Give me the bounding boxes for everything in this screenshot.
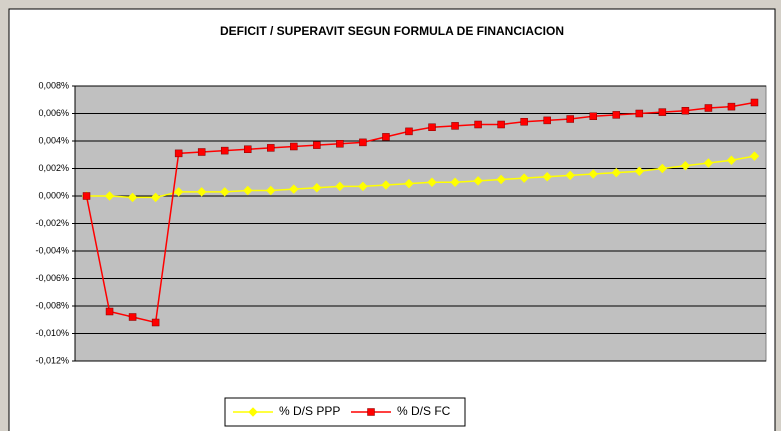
marker <box>358 181 368 192</box>
marker <box>220 187 230 197</box>
marker <box>750 98 759 107</box>
y-tick-label: -0,012% <box>35 355 69 365</box>
marker <box>427 177 437 187</box>
marker <box>105 307 114 316</box>
marker <box>588 169 598 179</box>
marker <box>726 155 737 165</box>
y-tick-label: -0,008% <box>35 300 69 310</box>
marker <box>428 123 436 131</box>
marker <box>174 149 183 158</box>
series-line <box>85 101 755 324</box>
marker <box>565 170 575 181</box>
chart-title: DEFICIT / SUPERAVIT SEGUN FORMULA DE FIN… <box>220 24 564 38</box>
marker <box>681 107 690 115</box>
marker <box>151 318 160 327</box>
marker <box>290 142 298 151</box>
marker <box>266 185 276 196</box>
y-tick-label: 0,002% <box>38 163 69 173</box>
y-tick-label: 0,004% <box>38 135 69 145</box>
marker <box>566 115 574 123</box>
marker <box>197 148 206 156</box>
marker <box>704 104 713 112</box>
marker <box>611 167 621 178</box>
marker <box>220 146 229 155</box>
marker <box>381 180 391 190</box>
y-tick-label: -0,010% <box>35 328 69 338</box>
marker <box>635 109 644 118</box>
marker <box>612 111 621 119</box>
marker <box>196 187 207 197</box>
marker <box>474 120 482 129</box>
marker <box>104 191 115 201</box>
marker <box>367 408 375 416</box>
y-tick-label: -0,006% <box>35 273 69 283</box>
marker <box>267 144 275 152</box>
marker <box>382 133 390 141</box>
marker <box>473 176 483 186</box>
marker <box>359 138 367 147</box>
marker <box>243 185 253 196</box>
marker <box>312 183 322 193</box>
marker <box>405 127 413 136</box>
marker <box>128 313 137 321</box>
legend-label: % D/S PPP <box>279 404 340 418</box>
marker <box>150 192 161 203</box>
y-tick-label: 0,008% <box>38 80 69 90</box>
y-tick-label: -0,002% <box>35 218 69 228</box>
marker <box>336 140 344 148</box>
marker <box>680 161 691 171</box>
marker <box>520 118 528 126</box>
marker <box>496 174 506 185</box>
y-tick-label: 0,000% <box>38 190 69 200</box>
marker <box>289 184 299 194</box>
y-tick-label: 0,006% <box>38 108 69 118</box>
marker <box>703 158 714 168</box>
marker <box>173 187 184 197</box>
legend-label: % D/S FC <box>397 404 451 418</box>
marker <box>248 407 258 417</box>
marker <box>727 102 736 111</box>
marker <box>82 192 91 200</box>
marker <box>634 166 645 176</box>
marker <box>658 108 667 116</box>
marker <box>657 163 668 174</box>
marker <box>519 173 529 183</box>
marker <box>543 116 551 125</box>
marker <box>497 120 505 129</box>
marker <box>313 141 321 149</box>
marker <box>404 178 414 189</box>
marker <box>542 172 552 182</box>
marker <box>450 177 460 187</box>
marker <box>244 145 252 153</box>
marker <box>127 192 138 203</box>
marker <box>335 181 345 192</box>
marker <box>589 112 597 120</box>
y-tick-label: -0,004% <box>35 245 69 255</box>
marker <box>451 122 459 130</box>
marker <box>749 151 760 161</box>
